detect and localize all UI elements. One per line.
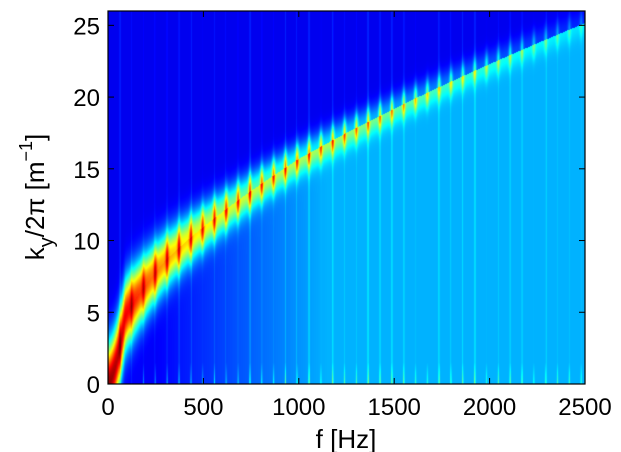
plot-frame (107, 10, 586, 385)
x-tick-label: 1000 (272, 394, 325, 421)
y-tick-label: 10 (73, 229, 100, 256)
x-axis-ticks: 0 500 1000 1500 2000 2500 (101, 11, 612, 421)
y-tick-label: 5 (87, 300, 100, 327)
y-tick-label: 20 (73, 85, 100, 112)
y-axis-label-subscript: y (36, 237, 58, 247)
x-tick-label: 2500 (558, 394, 611, 421)
x-tick-label: 0 (101, 394, 114, 421)
y-tick-label: 25 (73, 13, 100, 40)
y-axis-label: ky/2π [m−1] (16, 134, 58, 261)
x-tick-label: 1500 (368, 394, 421, 421)
y-tick-label: 0 (87, 372, 100, 399)
y-axis-label-main: k (20, 246, 50, 260)
y-axis-label-rest: /2π [m (20, 162, 50, 238)
x-tick-label: 2000 (463, 394, 516, 421)
plot-area (107, 10, 586, 385)
y-axis-ticks: 0 5 10 15 20 25 (73, 13, 585, 399)
heatmap-image (108, 11, 585, 384)
y-axis-label-superscript: −1 (16, 141, 36, 162)
x-tick-label: 500 (183, 394, 223, 421)
y-axis-label-close: ] (20, 134, 50, 141)
y-tick-label: 15 (73, 157, 100, 184)
x-axis-label: f [Hz] (316, 424, 377, 452)
